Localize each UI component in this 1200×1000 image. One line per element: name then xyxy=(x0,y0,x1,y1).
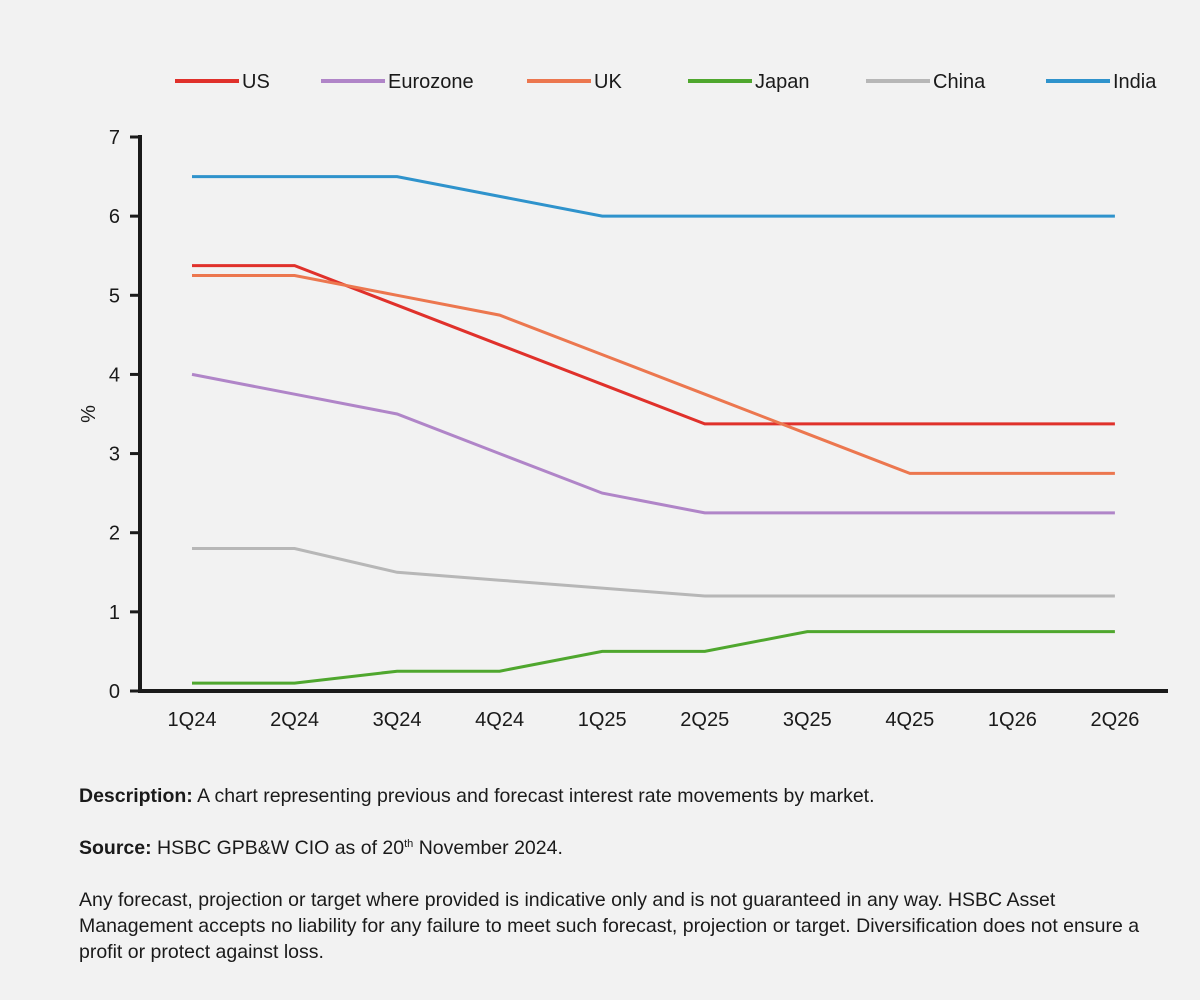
x-tick-label: 3Q24 xyxy=(373,709,422,731)
legend-item-us: US xyxy=(175,71,270,93)
x-tick-label: 1Q26 xyxy=(988,709,1037,731)
legend-item-india: India xyxy=(1046,71,1157,93)
legend-item-uk: UK xyxy=(527,71,622,93)
y-tick-label: 2 xyxy=(109,523,120,545)
series-line-uk xyxy=(192,274,1115,475)
disclaimer: Any forecast, projection or target where… xyxy=(79,889,1140,963)
legend-item-china: China xyxy=(866,71,986,93)
y-axis-label: % xyxy=(78,405,100,423)
x-tick-label: 4Q24 xyxy=(475,709,524,731)
series-line-eurozone xyxy=(191,372,1115,515)
description-text: A chart representing previous and foreca… xyxy=(192,785,875,807)
source-label: Source: xyxy=(79,837,152,859)
interest-rate-chart: US Eurozone UK Japan China India 0 1 2 3 4 5 6 7% 1Q2… xyxy=(78,71,1168,731)
x-tick-label: 3Q25 xyxy=(783,709,832,731)
source-text: HSBC GPB&W CIO as of 20 xyxy=(151,837,405,859)
series-line-china xyxy=(192,547,1115,598)
legend-item-eurozone: Eurozone xyxy=(321,71,474,93)
x-tick-label: 2Q25 xyxy=(680,709,729,731)
series-line-india xyxy=(192,175,1115,218)
x-tick-label: 1Q24 xyxy=(168,709,217,731)
x-tick-label: 1Q25 xyxy=(578,709,627,731)
legend-label: Eurozone xyxy=(388,71,474,93)
y-tick-label: 7 xyxy=(109,127,120,149)
series-lines xyxy=(191,175,1115,685)
source-sup: th xyxy=(404,838,414,850)
x-tick-label: 2Q24 xyxy=(270,709,319,731)
series-line-japan xyxy=(192,630,1115,685)
description: Description: A chart representing previo… xyxy=(79,783,1169,809)
legend-label: Japan xyxy=(755,71,810,93)
y-tick-label: 6 xyxy=(109,206,120,228)
description-label: Description: xyxy=(79,785,193,807)
y-tick-label: 0 xyxy=(109,681,120,703)
y-tick-label: 1 xyxy=(109,602,120,624)
legend: US Eurozone UK Japan China India xyxy=(175,71,1157,93)
y-tick-label: 5 xyxy=(109,285,120,307)
legend-label: China xyxy=(933,71,986,93)
y-tick-label: 3 xyxy=(109,444,120,466)
x-tick-label: 4Q25 xyxy=(885,709,934,731)
legend-label: UK xyxy=(594,71,622,93)
chart-notes: Description: A chart representing previo… xyxy=(79,783,1169,991)
legend-label: US xyxy=(242,71,270,93)
legend-item-japan: Japan xyxy=(688,71,810,93)
y-tick-label: 4 xyxy=(109,364,120,386)
x-tick-label: 2Q26 xyxy=(1090,709,1139,731)
source-text-end: November 2024. xyxy=(413,837,563,859)
source: Source: HSBC GPB&W CIO as of 20th Novemb… xyxy=(79,835,1169,861)
axes: 0 1 2 3 4 5 6 7% 1Q24 2Q24 3Q24 4Q24 1Q25 2Q25 3Q25 4Q2… xyxy=(78,127,1168,731)
legend-label: India xyxy=(1113,71,1157,93)
